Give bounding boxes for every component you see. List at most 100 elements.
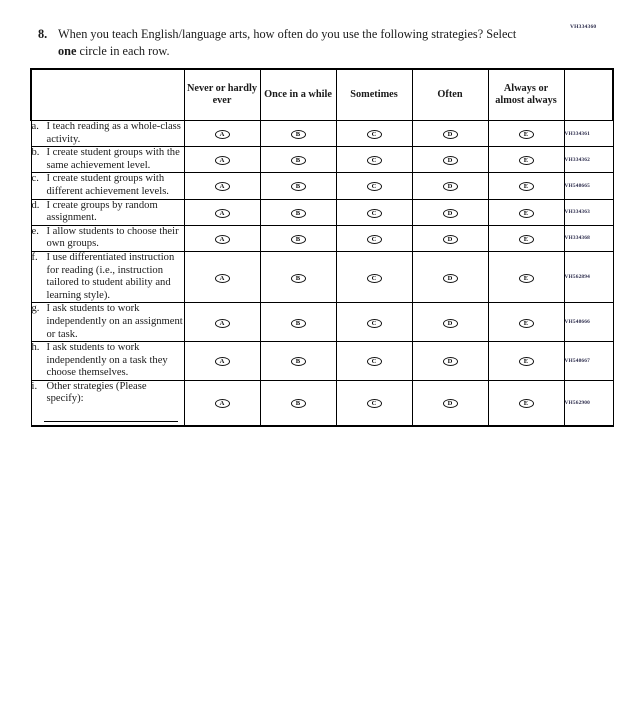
radio-cell-i-D[interactable]: D [411,379,489,428]
radio-bubble-C[interactable]: C [366,273,382,283]
radio-cell-h-C[interactable]: C [335,341,413,381]
radio-cell-i-C[interactable]: C [335,379,413,428]
radio-bubble-C[interactable]: C [366,399,382,409]
radio-bubble-B[interactable]: B [290,399,306,409]
radio-cell-c-C[interactable]: C [335,172,413,200]
radio-bubble-E[interactable]: E [518,399,534,409]
radio-bubble-E[interactable]: E [518,156,534,166]
radio-bubble-B[interactable]: B [290,130,306,140]
radio-bubble-A[interactable]: A [214,318,230,328]
radio-cell-b-B[interactable]: B [259,146,337,174]
radio-bubble-E[interactable]: E [518,182,534,192]
radio-cell-g-A[interactable]: A [183,302,261,343]
radio-bubble-D[interactable]: D [442,318,458,328]
radio-cell-g-D[interactable]: D [411,302,489,343]
radio-cell-a-B[interactable]: B [259,119,337,148]
radio-cell-a-C[interactable]: C [335,119,413,148]
radio-cell-f-A[interactable]: A [183,250,261,304]
radio-cell-e-C[interactable]: C [335,224,413,252]
radio-bubble-C[interactable]: C [366,318,382,328]
radio-bubble-D[interactable]: D [442,182,458,192]
radio-cell-c-A[interactable]: A [183,172,261,200]
radio-bubble-B[interactable]: B [290,182,306,192]
radio-cell-a-A[interactable]: A [183,119,261,148]
table-row: g. I ask students to work independently o… [30,302,614,343]
radio-bubble-E[interactable]: E [518,208,534,218]
radio-bubble-D[interactable]: D [442,130,458,140]
matrix-row-label-d: d. I create groups by random assignment. [30,198,185,226]
radio-cell-i-E[interactable]: E [487,379,565,428]
radio-bubble-D[interactable]: D [442,357,458,367]
radio-cell-c-D[interactable]: D [411,172,489,200]
radio-cell-b-A[interactable]: A [183,146,261,174]
radio-bubble-A[interactable]: A [214,156,230,166]
radio-cell-h-E[interactable]: E [487,341,565,381]
radio-cell-b-E[interactable]: E [487,146,565,174]
radio-cell-d-B[interactable]: B [259,198,337,226]
radio-cell-e-A[interactable]: A [183,224,261,252]
radio-cell-g-E[interactable]: E [487,302,565,343]
radio-cell-f-B[interactable]: B [259,250,337,304]
radio-bubble-C[interactable]: C [366,156,382,166]
row-letter: f. [31,251,38,263]
radio-bubble-A[interactable]: A [214,234,230,244]
radio-cell-h-A[interactable]: A [183,341,261,381]
radio-cell-f-E[interactable]: E [487,250,565,304]
radio-bubble-B[interactable]: B [290,234,306,244]
row-id: VH548666 [563,302,614,343]
radio-cell-i-B[interactable]: B [259,379,337,428]
radio-bubble-D[interactable]: D [442,234,458,244]
radio-cell-b-D[interactable]: D [411,146,489,174]
radio-cell-d-D[interactable]: D [411,198,489,226]
radio-bubble-C[interactable]: C [366,357,382,367]
radio-bubble-D[interactable]: D [442,399,458,409]
radio-bubble-E[interactable]: E [518,234,534,244]
radio-bubble-A[interactable]: A [214,273,230,283]
radio-cell-d-A[interactable]: A [183,198,261,226]
radio-bubble-C[interactable]: C [366,182,382,192]
radio-bubble-E[interactable]: E [518,273,534,283]
radio-cell-a-D[interactable]: D [411,119,489,148]
radio-cell-e-E[interactable]: E [487,224,565,252]
radio-bubble-E[interactable]: E [518,318,534,328]
radio-cell-c-E[interactable]: E [487,172,565,200]
matrix-column-header-3: Often [411,68,489,121]
radio-bubble-B[interactable]: B [290,357,306,367]
radio-cell-b-C[interactable]: C [335,146,413,174]
radio-bubble-B[interactable]: B [290,273,306,283]
radio-bubble-E[interactable]: E [518,357,534,367]
radio-bubble-B[interactable]: B [290,208,306,218]
radio-cell-e-D[interactable]: D [411,224,489,252]
radio-cell-a-E[interactable]: E [487,119,565,148]
radio-cell-c-B[interactable]: B [259,172,337,200]
radio-cell-d-C[interactable]: C [335,198,413,226]
radio-bubble-D[interactable]: D [442,208,458,218]
radio-cell-f-D[interactable]: D [411,250,489,304]
radio-bubble-A[interactable]: A [214,208,230,218]
radio-bubble-A[interactable]: A [214,357,230,367]
radio-bubble-B[interactable]: B [290,318,306,328]
write-in-line[interactable] [43,420,178,423]
matrix-row-label-h: h. I ask students to work independently o… [30,341,185,381]
matrix-column-header-2: Sometimes [335,68,413,121]
radio-bubble-A[interactable]: A [214,399,230,409]
table-row: i. Other strategies (Please specify): A B C D… [30,379,614,428]
radio-bubble-C[interactable]: C [366,208,382,218]
radio-bubble-A[interactable]: A [214,130,230,140]
radio-cell-h-D[interactable]: D [411,341,489,381]
radio-cell-g-C[interactable]: C [335,302,413,343]
radio-cell-f-C[interactable]: C [335,250,413,304]
radio-cell-i-A[interactable]: A [183,379,261,428]
matrix-body: a. I teach reading as a whole-class activ… [30,119,614,428]
radio-bubble-C[interactable]: C [366,234,382,244]
radio-cell-h-B[interactable]: B [259,341,337,381]
radio-bubble-D[interactable]: D [442,156,458,166]
radio-bubble-A[interactable]: A [214,182,230,192]
radio-bubble-D[interactable]: D [442,273,458,283]
radio-bubble-B[interactable]: B [290,156,306,166]
radio-cell-g-B[interactable]: B [259,302,337,343]
radio-bubble-E[interactable]: E [518,130,534,140]
radio-cell-e-B[interactable]: B [259,224,337,252]
radio-bubble-C[interactable]: C [366,130,382,140]
radio-cell-d-E[interactable]: E [487,198,565,226]
